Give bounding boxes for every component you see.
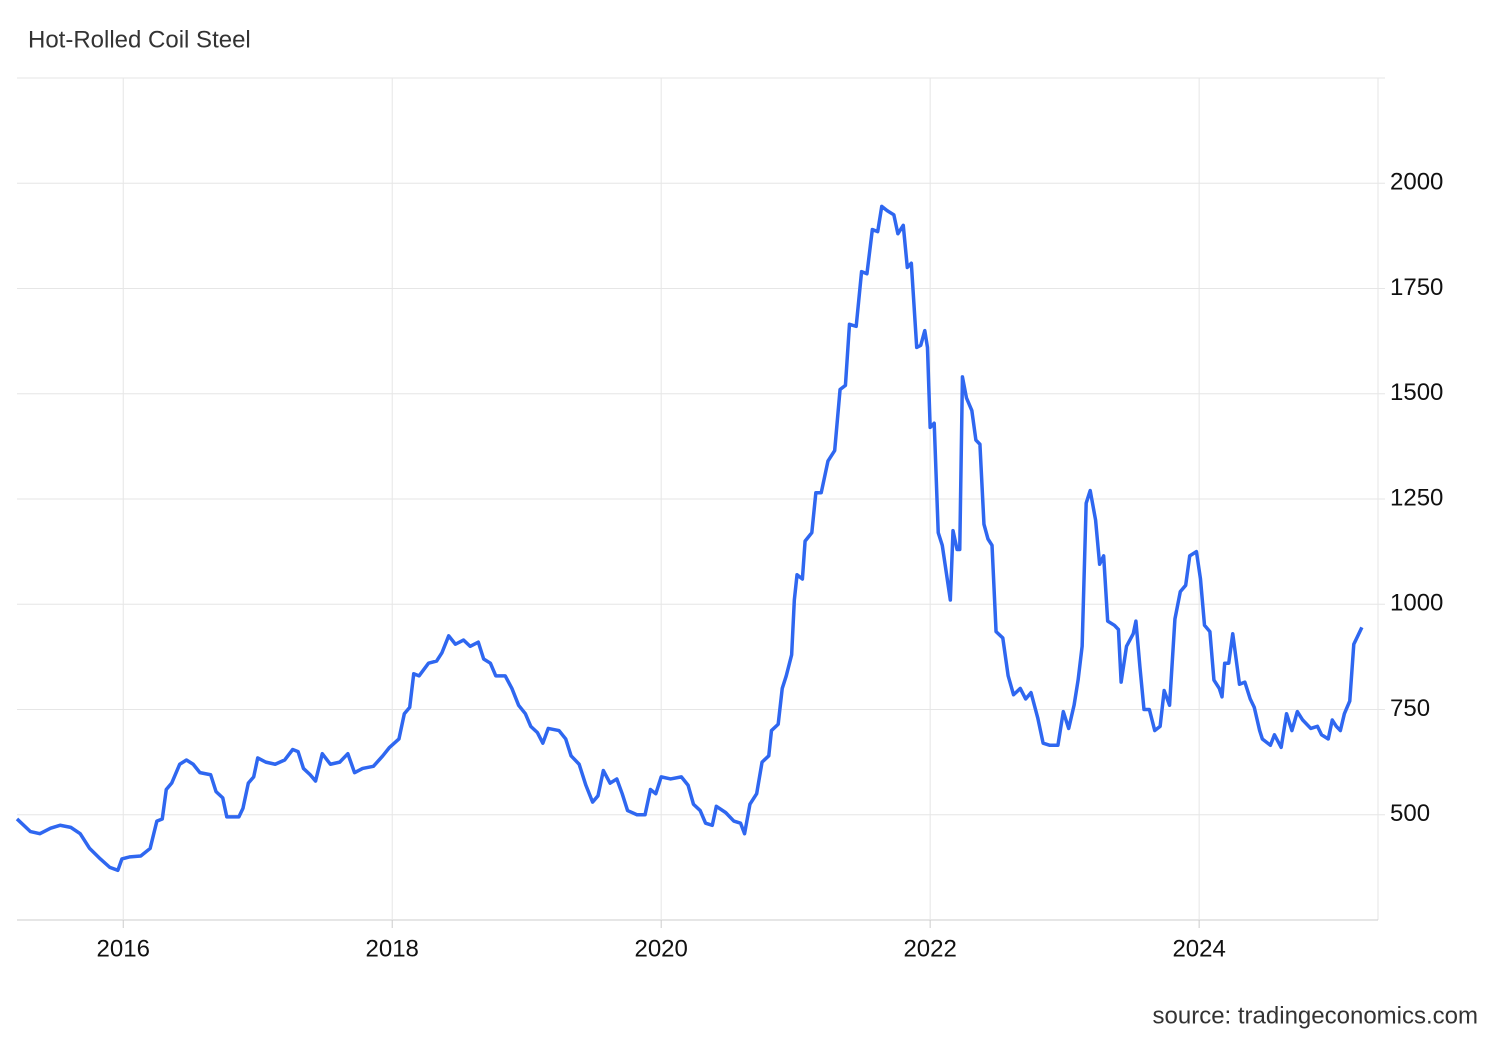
chart-title: Hot-Rolled Coil Steel xyxy=(28,26,251,53)
source-note: source: tradingeconomics.com xyxy=(1153,1002,1478,1029)
y-tick-label: 1500 xyxy=(1390,379,1443,406)
y-tick-label: 1250 xyxy=(1390,484,1443,511)
y-tick-label: 1750 xyxy=(1390,274,1443,301)
data-line xyxy=(15,204,1364,873)
y-tick-label: 750 xyxy=(1390,695,1430,722)
x-tick-label: 2024 xyxy=(1172,935,1225,962)
x-tick-label: 2020 xyxy=(634,935,687,962)
x-tick-label: 2016 xyxy=(97,935,150,962)
x-tick-label: 2022 xyxy=(903,935,956,962)
x-tick-label: 2018 xyxy=(366,935,419,962)
y-tick-label: 1000 xyxy=(1390,590,1443,617)
y-tick-label: 500 xyxy=(1390,800,1430,827)
y-tick-label: 2000 xyxy=(1390,169,1443,196)
